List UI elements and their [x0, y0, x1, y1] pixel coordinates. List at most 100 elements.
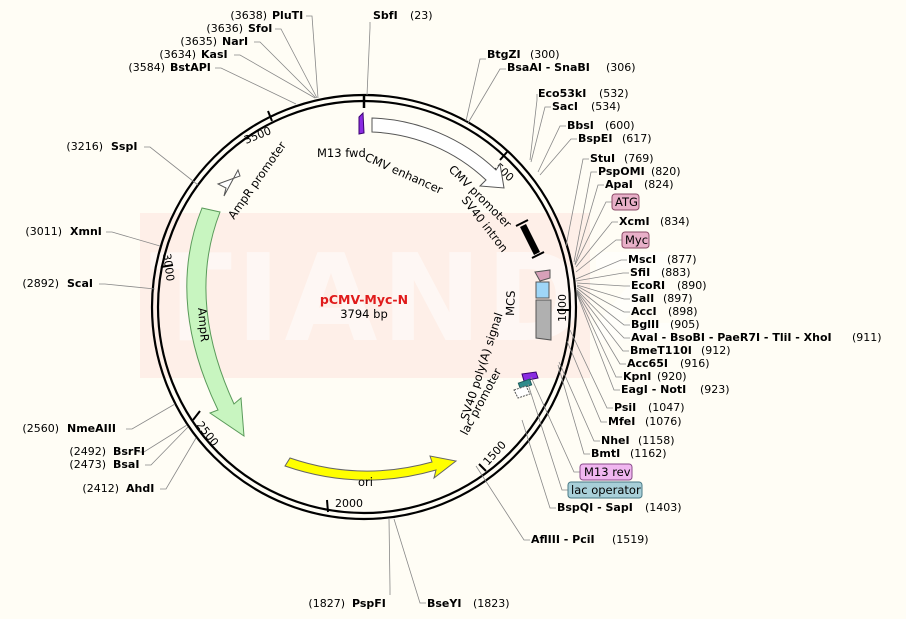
leader-lines-left [99, 15, 391, 595]
site-avai-name: AvaI - BsoBI - PaeR7I - TliI - XhoI [631, 331, 832, 344]
site-eco53ki-pos: (532) [599, 87, 629, 100]
site-btgzi-name: BtgZI [487, 48, 521, 61]
tick-2500 [192, 410, 201, 421]
cmv-promoter-arrow[interactable] [371, 117, 505, 189]
feature-box-m13rev[interactable]: M13 rev [579, 463, 633, 481]
site-acci-name: AccI [631, 305, 657, 318]
site-bglii-name: BglII [631, 318, 659, 331]
ampr-promoter-arrow[interactable] [216, 168, 241, 197]
site-eagi-pos: (923) [700, 383, 730, 396]
leader-xcmi [575, 221, 618, 268]
plasmid-title: pCMV-Myc-N [320, 292, 408, 307]
leader-sfoi [275, 28, 318, 99]
site-labels-right: SbfI (23) BtgZI (300) BsaAI - SnaBI (306… [373, 9, 882, 610]
leader-kasi [234, 54, 316, 99]
leader-bsaai [467, 68, 506, 124]
site-sali-name: SalI [631, 292, 654, 305]
leader-acci [576, 285, 630, 313]
site-afliii-pos: (1519) [612, 533, 649, 546]
myc-tag-feature[interactable] [535, 281, 550, 299]
site-sali-pos: (897) [663, 292, 693, 305]
label-m13-fwd: M13 fwd [317, 146, 366, 160]
feature-box-lac-operator[interactable]: lac operator [567, 481, 643, 499]
watermark-text: TIANDZ [150, 230, 680, 369]
feature-box-atg[interactable]: ATG [611, 193, 640, 211]
sv40-intron-marker[interactable] [520, 224, 540, 255]
myc-box[interactable] [621, 231, 650, 249]
m13rev-box[interactable] [579, 463, 633, 481]
site-sspi-name: SspI [111, 140, 137, 153]
site-msci-pos: (877) [667, 253, 697, 266]
leader-bsai [145, 426, 189, 466]
leader-bspqi [521, 419, 556, 509]
site-bbsi-name: BbsI [567, 119, 594, 132]
site-eagi-name: EagI - NotI [621, 383, 686, 396]
leader-scai [99, 283, 156, 290]
m13rev-box-label: M13 rev [584, 465, 631, 479]
site-stui-pos: (769) [624, 152, 654, 165]
ori-arrow[interactable] [284, 455, 458, 481]
leader-eagi [576, 293, 620, 391]
site-pluti-name: PluTI [272, 9, 303, 22]
lac-operator-box[interactable] [567, 481, 643, 499]
feature-box-myc[interactable]: Myc [621, 231, 650, 249]
site-sbfi-name: SbfI [373, 9, 398, 22]
site-bmet110i-pos: (912) [701, 344, 731, 357]
leader-bseyi [393, 518, 426, 604]
site-sbfi-pos: (23) [410, 9, 433, 22]
leader-lines-right [366, 22, 630, 604]
leader-btgzi [465, 58, 486, 122]
site-nhei-name: NheI [601, 434, 630, 447]
leader-sali [576, 284, 630, 300]
tick-label-3000: 3000 [160, 253, 177, 283]
site-kpni-name: KpnI [623, 370, 651, 383]
m13-fwd-marker[interactable] [358, 111, 365, 135]
tick-label-1500: 1500 [481, 439, 509, 469]
leader-nhei [558, 361, 600, 442]
lac-operator-box-label: lac operator [571, 483, 641, 497]
lac-promoter-marker[interactable] [513, 385, 531, 399]
label-ori: ori [358, 475, 373, 489]
tick-marks [160, 110, 569, 513]
site-eco53ki-name: Eco53kI [538, 87, 586, 100]
site-nmeaiii-pos: (2560) [22, 422, 59, 435]
leader-eco53ki [529, 94, 538, 161]
site-bsrfi-pos: (2492) [69, 445, 106, 458]
site-pspfi-pos: (1827) [308, 597, 345, 610]
site-scai-pos: (2892) [22, 277, 59, 290]
site-bstapi-pos: (3584) [128, 61, 165, 74]
site-bspei-pos: (617) [622, 132, 652, 145]
site-kasi-name: KasI [201, 48, 228, 61]
site-sfoi-name: SfoI [248, 22, 272, 35]
site-acc65i-pos: (916) [680, 357, 710, 370]
site-afliii-name: AflIII - PciI [531, 533, 595, 546]
label-ampr: AmpR [195, 307, 212, 342]
site-sspi-pos: (3216) [66, 140, 103, 153]
mcs-feature[interactable] [535, 299, 552, 341]
leader-bsrfi [138, 424, 188, 453]
leader-ahdi [160, 437, 197, 490]
leader-bglii [576, 287, 630, 326]
leader-saci [530, 106, 551, 163]
sv40-intron-cap-top [515, 219, 529, 227]
sv40-intron-cap-bottom [531, 251, 545, 259]
site-stui-name: StuI [590, 152, 615, 165]
tick-1500 [478, 463, 487, 472]
atg-box[interactable] [611, 193, 640, 211]
leader-sbfi [366, 22, 371, 96]
tick-3000 [160, 264, 174, 268]
leader-pspfi [388, 518, 391, 595]
ampr-arrow[interactable] [186, 207, 245, 437]
site-pluti-pos: (3638) [230, 9, 267, 22]
site-labels-left: (3638) PluTI (3636) SfoI (3635) NarI (36… [22, 9, 385, 610]
label-ampr-promoter: AmpR promoter [225, 139, 289, 222]
m13-rev-marker[interactable] [521, 371, 539, 382]
leader-bmet110i [576, 290, 629, 352]
atg-feature[interactable] [534, 269, 551, 282]
leader-sspi [144, 146, 199, 186]
leader-psopmi [573, 171, 597, 263]
leader-ecori [576, 282, 630, 287]
leader-bspei [539, 138, 577, 176]
site-ecori-pos: (890) [677, 279, 707, 292]
